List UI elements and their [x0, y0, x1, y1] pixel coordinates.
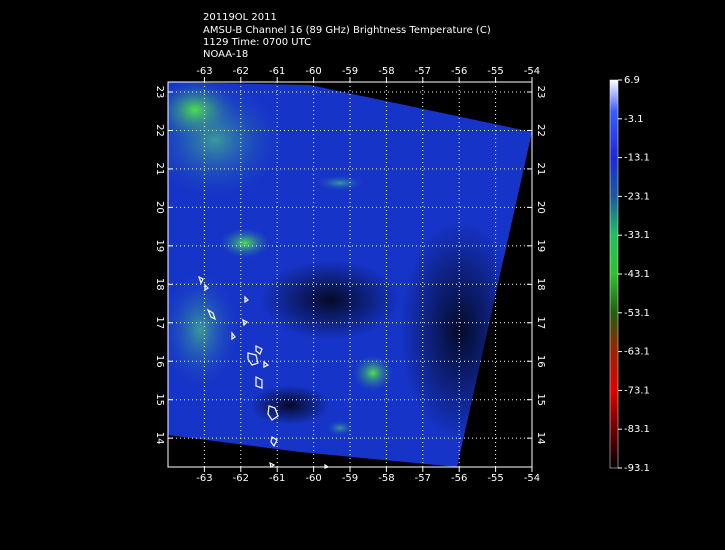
y-tick-label: 22	[535, 124, 546, 137]
coastlines	[197, 275, 330, 469]
x-tick-label: -62	[233, 473, 249, 484]
colorbar-label: -13.1	[624, 153, 650, 164]
x-tick-label: -59	[342, 473, 358, 484]
header-line: NOAA-18	[203, 49, 248, 60]
x-tick-label: -56	[451, 473, 467, 484]
y-tick-label: 15	[154, 393, 165, 406]
y-tick-label: 21	[535, 163, 546, 176]
colorbar-label: -63.1	[624, 347, 650, 358]
x-tick-label: -60	[305, 473, 321, 484]
x-tick-label: -63	[196, 473, 212, 484]
colorbar-label: 6.9	[624, 75, 640, 86]
x-tick-label: -59	[342, 66, 358, 77]
x-tick-label: -57	[415, 473, 431, 484]
header: 20119OL 2011 AMSU-B Channel 16 (89 GHz) …	[203, 12, 491, 60]
header-line: AMSU-B Channel 16 (89 GHz) Brightness Te…	[203, 25, 491, 36]
x-tick-label: -61	[269, 473, 285, 484]
colorbar-label: -3.1	[624, 114, 644, 125]
x-tick-label: -61	[269, 66, 285, 77]
y-tick-label: 21	[154, 163, 165, 176]
y-tick-label: 16	[535, 355, 546, 368]
x-tick-label: -56	[451, 66, 467, 77]
colorbar-label: -23.1	[624, 191, 650, 202]
y-tick-label: 22	[154, 124, 165, 137]
y-tick-label: 20	[154, 201, 165, 214]
x-tick-label: -57	[415, 66, 431, 77]
y-tick-label: 14	[154, 432, 165, 445]
y-tick-label: 15	[535, 393, 546, 406]
colorbar-label: -73.1	[624, 385, 650, 396]
y-tick-label: 16	[154, 355, 165, 368]
y-tick-label: 19	[535, 239, 546, 252]
x-tick-label: -58	[378, 66, 394, 77]
x-tick-label: -54	[524, 473, 540, 484]
colorbar-label: -93.1	[624, 463, 650, 474]
colorbar	[609, 79, 619, 469]
y-tick-label: 17	[535, 316, 546, 329]
y-tick-label: 14	[535, 432, 546, 445]
header-line: 20119OL 2011	[203, 12, 277, 23]
x-tick-label: -62	[233, 66, 249, 77]
x-tick-label: -55	[487, 66, 503, 77]
y-tick-label: 20	[535, 201, 546, 214]
x-tick-label: -55	[487, 473, 503, 484]
colorbar-label: -83.1	[624, 424, 650, 435]
y-tick-label: 18	[154, 278, 165, 291]
y-tick-label: 18	[535, 278, 546, 291]
x-tick-label: -60	[305, 66, 321, 77]
colorbar-label: -53.1	[624, 308, 650, 319]
y-tick-label: 23	[535, 86, 546, 99]
swath	[168, 82, 532, 467]
x-tick-label: -63	[196, 66, 212, 77]
y-tick-label: 19	[154, 239, 165, 252]
colorbar-label: -43.1	[624, 269, 650, 280]
x-tick-label: -58	[378, 473, 394, 484]
header-line: 1129 Time: 0700 UTC	[203, 37, 311, 48]
y-tick-label: 23	[154, 86, 165, 99]
colorbar-label: -33.1	[624, 230, 650, 241]
x-tick-label: -54	[524, 66, 540, 77]
y-tick-label: 17	[154, 316, 165, 329]
